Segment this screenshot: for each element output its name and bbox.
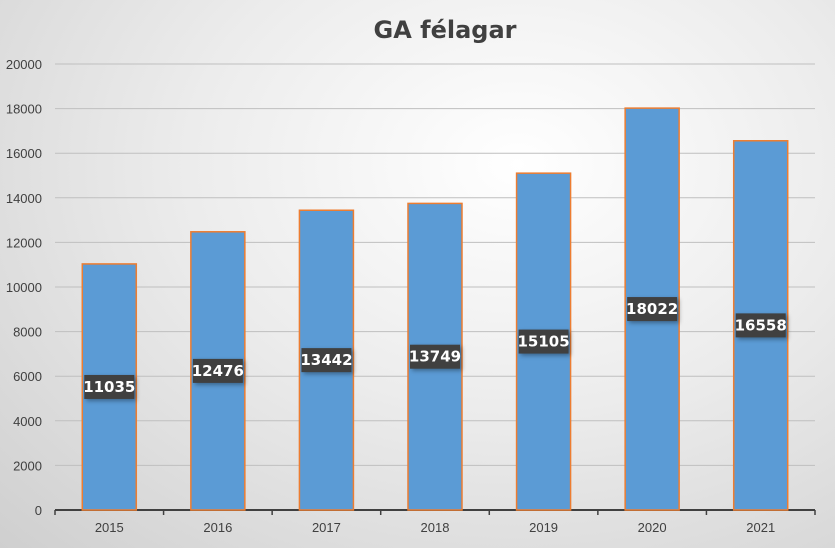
data-label: 18022 [626,300,678,318]
data-label: 13442 [300,351,352,369]
y-tick-label: 12000 [6,235,42,250]
y-tick-label: 10000 [6,280,42,295]
y-tick-label: 16000 [6,146,42,161]
x-tick-label: 2015 [95,520,124,535]
data-label-box [518,329,569,354]
data-label-box [410,344,460,369]
y-tick-label: 4000 [13,414,42,429]
y-tick-label: 0 [35,503,42,518]
y-tick-label: 20000 [6,57,42,72]
x-tick-label: 2020 [638,520,667,535]
data-label-box [192,358,243,383]
data-label: 13749 [409,348,461,366]
y-tick-label: 14000 [6,191,42,206]
y-tick-label: 18000 [6,102,42,117]
data-label: 11035 [83,378,135,396]
y-tick-label: 2000 [13,458,42,473]
data-label: 15105 [517,333,569,351]
x-tick-label: 2018 [421,520,450,535]
y-tick-label: 6000 [13,369,42,384]
data-label-box [735,313,786,338]
x-tick-label: 2016 [203,520,232,535]
x-tick-label: 2017 [312,520,341,535]
chart-title: GA félagar [374,16,517,44]
data-label-box [627,297,678,322]
y-tick-label: 8000 [13,325,42,340]
x-tick-label: 2019 [529,520,558,535]
data-label-box [84,374,135,399]
data-label: 12476 [192,362,244,380]
x-tick-label: 2021 [746,520,775,535]
data-label-box [301,348,352,373]
data-label: 16558 [735,316,787,334]
